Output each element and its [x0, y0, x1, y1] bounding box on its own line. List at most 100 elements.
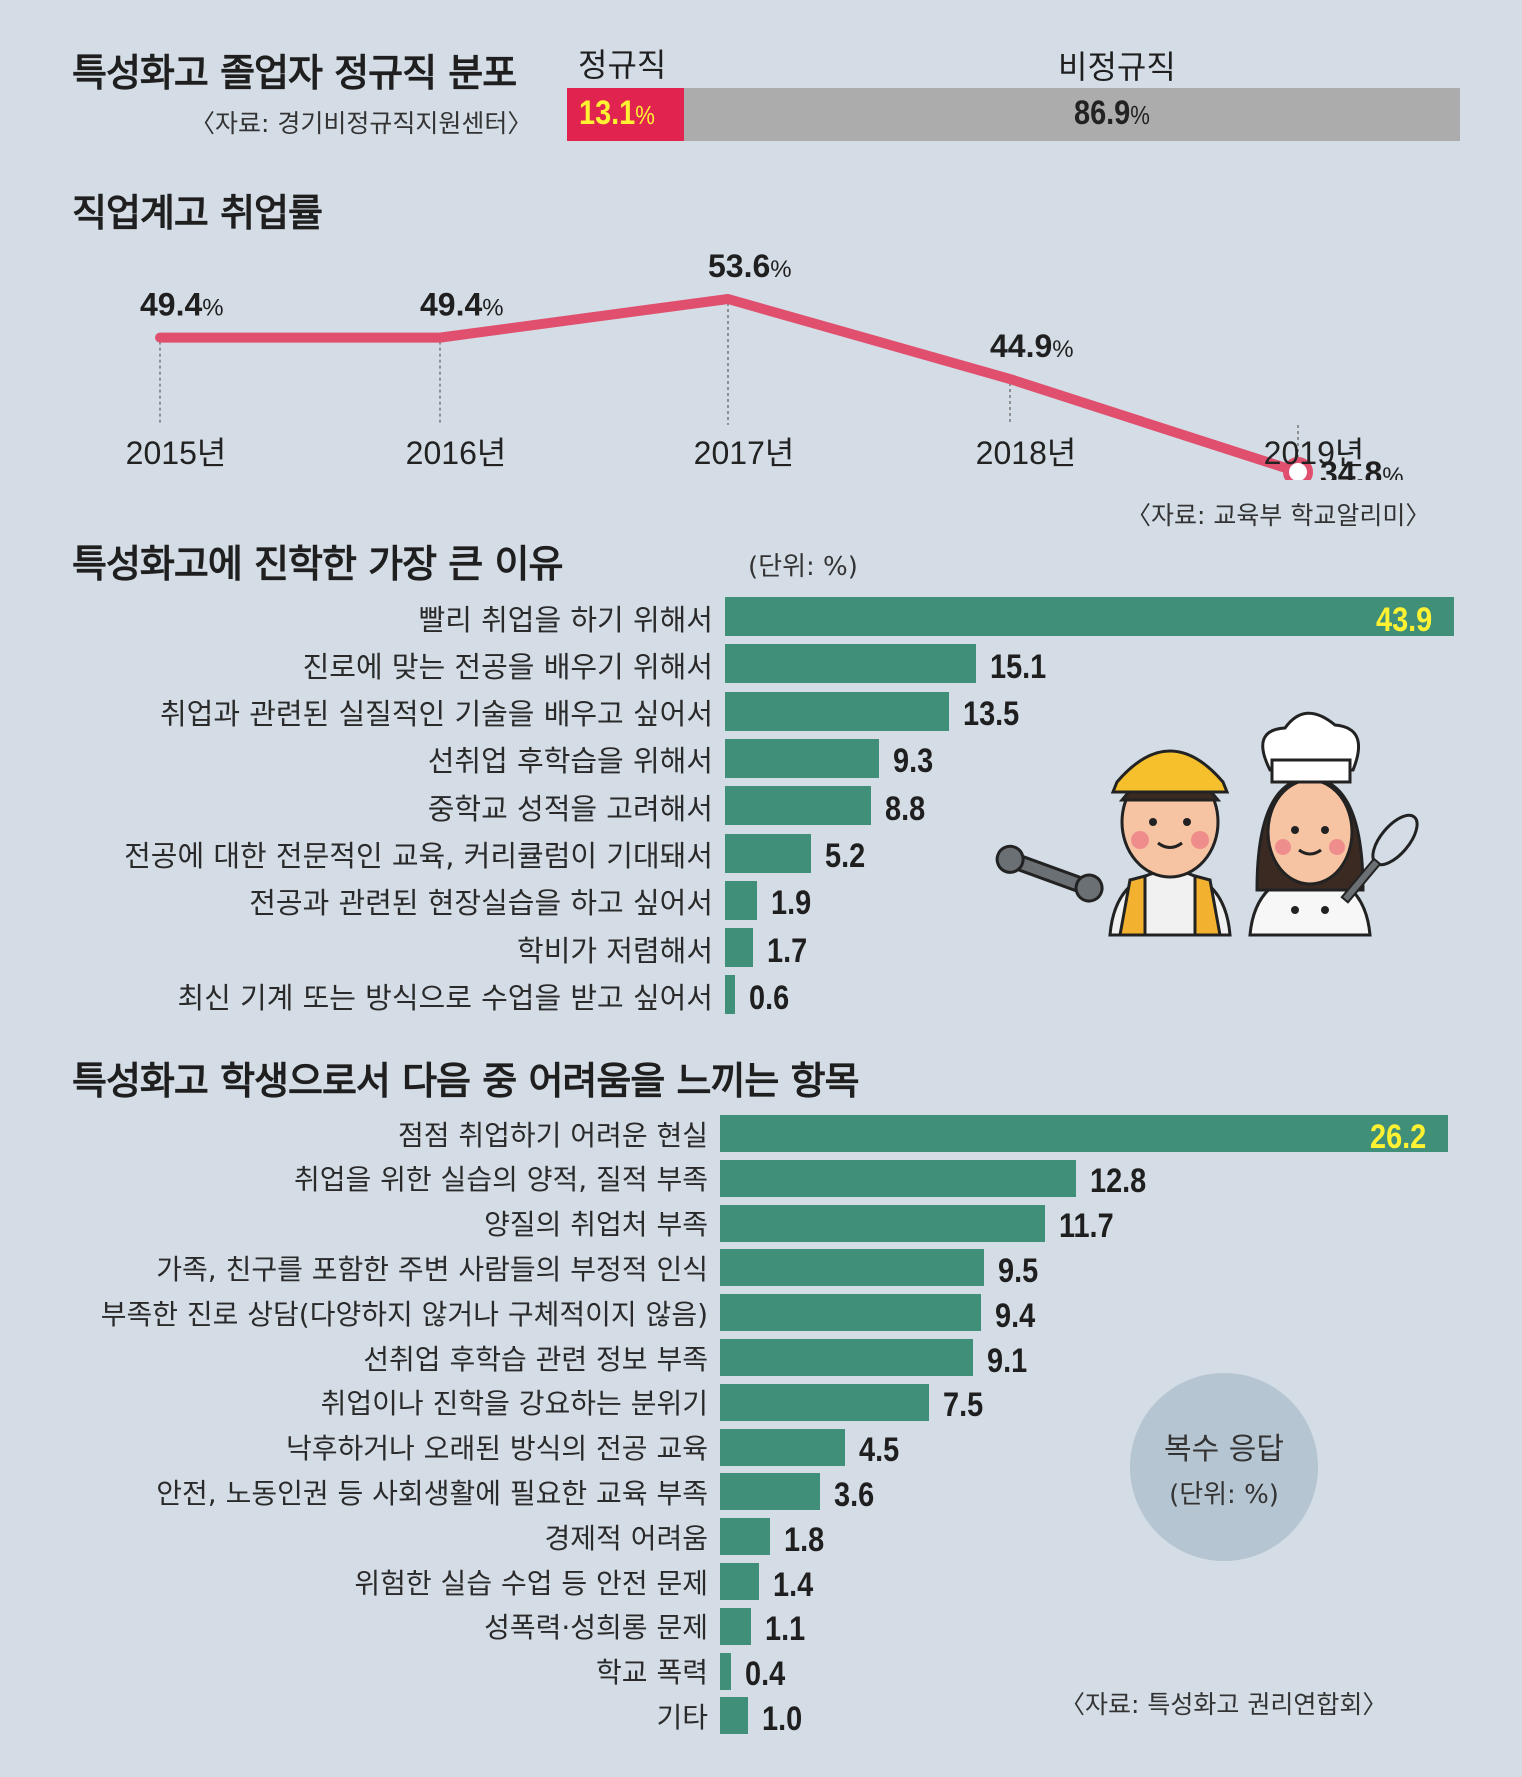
- bar: [725, 597, 1454, 636]
- regular-label: 정규직: [578, 46, 667, 84]
- bar: [720, 1518, 770, 1556]
- bar-nonregular: 86.9%: [684, 88, 1460, 141]
- bar-category-label: 학교 폭력: [596, 1656, 708, 1690]
- employment-stacked-bar: 13.1% 86.9%: [567, 88, 1460, 141]
- section2-source: 〈자료: 교육부 학교알리미〉: [1126, 501, 1431, 530]
- bar: [720, 1473, 820, 1511]
- bar-value-label: 3.6: [834, 1475, 875, 1514]
- bar-value-label: 15.1: [990, 647, 1047, 686]
- bar-value-label: 1.7: [767, 931, 808, 970]
- bar: [725, 786, 871, 826]
- bar-category-label: 취업과 관련된 실질적인 기술을 배우고 싶어서: [159, 697, 713, 732]
- data-label: 44.9%: [990, 328, 1074, 364]
- data-label: 53.6%: [708, 248, 792, 284]
- section4-title: 특성화고 학생으로서 다음 중 어려움을 느끼는 항목: [72, 1059, 860, 1103]
- section4-source: 〈자료: 특성화고 권리연합회〉: [1060, 1690, 1388, 1719]
- bar-value-label: 11.7: [1059, 1207, 1114, 1246]
- bar-value-label: 9.1: [987, 1341, 1028, 1380]
- section2-title: 직업계고 취업률: [72, 191, 323, 235]
- bar-value-label: 0.6: [749, 978, 790, 1017]
- bar-category-label: 성폭력·성희롱 문제: [484, 1611, 708, 1645]
- data-point-2019: [1283, 456, 1313, 480]
- bar-category-label: 취업이나 진학을 강요하는 분위기: [320, 1387, 708, 1421]
- bar-category-label: 안전, 노동인권 등 사회생활에 필요한 교육 부족: [156, 1476, 708, 1510]
- bar-value-label: 5.2: [825, 837, 866, 875]
- bar-value-label: 8.8: [885, 789, 926, 828]
- bar-category-label: 기타: [656, 1700, 708, 1734]
- x-tick-label: 2016년: [406, 435, 507, 471]
- bar: [725, 691, 949, 731]
- bar: [720, 1115, 1448, 1152]
- bar: [725, 738, 879, 778]
- bar-category-label: 선취업 후학습을 위해서: [427, 744, 713, 779]
- bar-value-label: 1.4: [773, 1565, 814, 1604]
- x-tick-label: 2018년: [976, 435, 1077, 471]
- section1-source: 〈자료: 경기비정규직지원센터〉: [190, 109, 533, 138]
- bar-category-label: 점점 취업하기 어려운 현실: [397, 1118, 708, 1152]
- bar-category-label: 전공과 관련된 현장실습을 하고 싶어서: [249, 886, 713, 921]
- x-tick-label: 2017년: [694, 435, 795, 471]
- bar: [725, 928, 753, 968]
- bar-category-label: 중학교 성적을 고려해서: [427, 791, 713, 826]
- bar-category-label: 부족한 진로 상담(다양하지 않거나 구체적이지 않음): [100, 1297, 708, 1331]
- wrench-icon: [995, 844, 1104, 903]
- bar: [720, 1428, 845, 1466]
- data-label: 49.4%: [140, 287, 224, 323]
- section1-title: 특성화고 졸업자 정규직 분포: [72, 51, 517, 95]
- bar-value-label: 1.9: [771, 884, 812, 923]
- bar: [720, 1563, 759, 1600]
- bar-value-label: 9.3: [893, 742, 934, 781]
- bar: [725, 833, 811, 873]
- bar-value-label: 1.8: [784, 1520, 825, 1559]
- bar: [720, 1383, 929, 1421]
- bar-category-label: 양질의 취업처 부족: [484, 1208, 708, 1242]
- bar-category-label: 경제적 어려움: [544, 1521, 708, 1555]
- bar-category-label: 선취업 후학습 관련 정보 부족: [363, 1342, 708, 1376]
- section3-unit: (단위: %): [748, 552, 858, 582]
- whisk-icon: [1340, 813, 1419, 904]
- bar-value-label: 43.9: [1376, 600, 1433, 639]
- bar: [720, 1607, 751, 1645]
- bar: [720, 1159, 1076, 1197]
- bar: [720, 1652, 731, 1690]
- nonregular-label: 비정규직: [1058, 48, 1176, 86]
- bar: [720, 1697, 748, 1735]
- bar-category-label: 위험한 실습 수업 등 안전 문제: [354, 1566, 708, 1600]
- bar-value-label: 4.5: [859, 1431, 900, 1470]
- bar-category-label: 학비가 저렴해서: [517, 933, 713, 968]
- bar-category-label: 낙후하거나 오래된 방식의 전공 교육: [285, 1432, 708, 1466]
- bar-category-label: 가족, 친구를 포함한 주변 사람들의 부정적 인식: [156, 1252, 708, 1286]
- workers-illustration: [995, 711, 1419, 937]
- bar: [720, 1294, 981, 1332]
- bar-category-label: 최신 기계 또는 방식으로 수업을 받고 싶어서: [177, 980, 713, 1015]
- section3-title: 특성화고에 진학한 가장 큰 이유: [72, 542, 563, 586]
- regular-value: 13.1%: [579, 94, 655, 132]
- series-line: [155, 294, 1303, 477]
- bar-category-label: 취업을 위한 실습의 양적, 질적 부족: [293, 1163, 708, 1197]
- bar: [720, 1339, 973, 1376]
- bar: [725, 880, 757, 920]
- bar-regular: 13.1%: [567, 88, 684, 141]
- note-unit: (단위: %): [1169, 1479, 1279, 1510]
- bar: [725, 975, 735, 1015]
- bar-category-label: 빨리 취업을 하기 위해서: [418, 602, 713, 637]
- bar: [720, 1249, 984, 1287]
- bar: [725, 644, 976, 684]
- multiple-response-note: 복수 응답 (단위: %): [1130, 1373, 1318, 1561]
- nonregular-value: 86.9%: [1074, 94, 1150, 132]
- bar-value-label: 9.4: [995, 1296, 1036, 1335]
- bar-value-label: 9.5: [998, 1251, 1039, 1290]
- bar-value-label: 1.1: [765, 1610, 806, 1649]
- bar-value-label: 0.4: [745, 1655, 786, 1694]
- worker-figure: [1108, 749, 1232, 937]
- bar: [720, 1204, 1045, 1242]
- chef-figure: [1248, 711, 1372, 937]
- bar-value-label: 7.5: [943, 1386, 984, 1425]
- bar-category-label: 전공에 대한 전문적인 교육, 커리큘럼이 기대돼서: [124, 839, 713, 873]
- bar-value-label: 1.0: [762, 1699, 803, 1738]
- x-tick-label: 2015년: [126, 435, 227, 471]
- bar-category-label: 진로에 맞는 전공을 배우기 위해서: [302, 649, 713, 684]
- bar-value-label: 13.5: [963, 695, 1020, 734]
- x-tick-label: 2019년: [1264, 435, 1365, 471]
- bar-value-label: 12.8: [1090, 1162, 1147, 1201]
